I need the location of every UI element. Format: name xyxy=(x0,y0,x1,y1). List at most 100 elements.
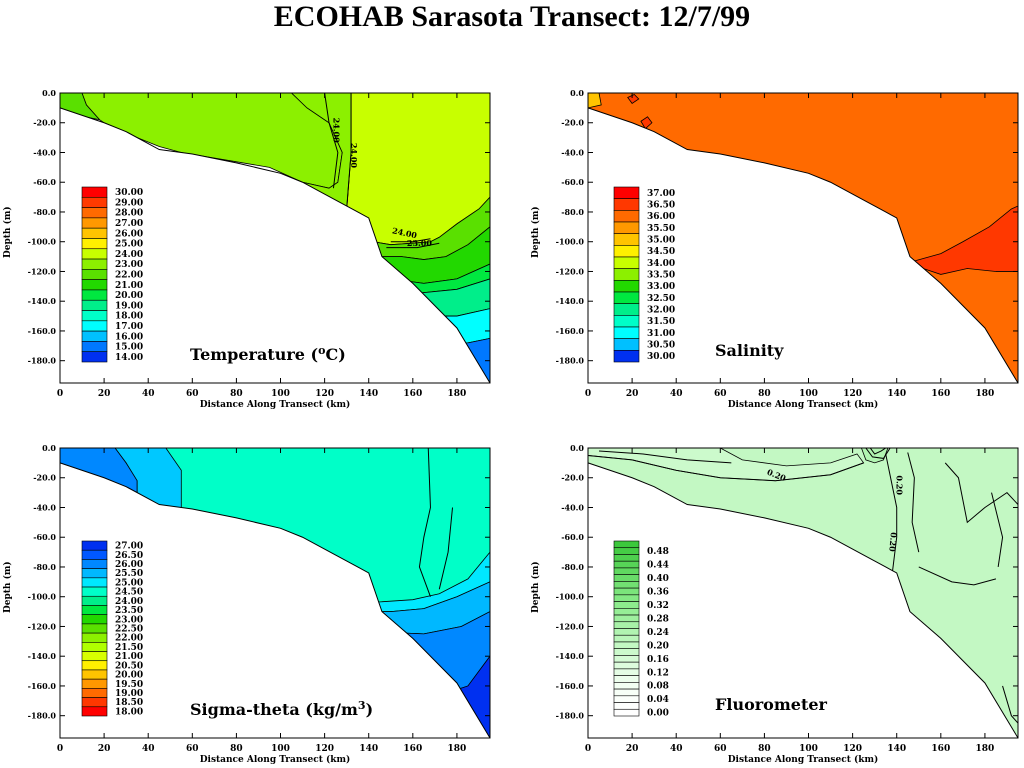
legend-label: 28.00 xyxy=(115,209,143,219)
legend-swatch xyxy=(613,198,640,211)
legend-label: 0.36 xyxy=(647,587,669,597)
legend-swatch xyxy=(613,601,640,609)
legend-label: 0.08 xyxy=(647,682,669,692)
legend-swatch xyxy=(613,547,640,555)
y-tick-label: -60.0 xyxy=(561,177,584,187)
y-tick-label: -160.0 xyxy=(28,681,57,691)
legend-label: 19.50 xyxy=(115,680,143,690)
seabed-line xyxy=(587,462,1019,739)
legend-swatch xyxy=(613,291,640,304)
legend-swatch xyxy=(613,648,640,656)
y-tick-label: -100.0 xyxy=(28,237,57,247)
legend-label: 14.00 xyxy=(115,353,143,363)
legend-label: 33.50 xyxy=(647,271,675,281)
legend-swatch xyxy=(613,303,640,316)
x-tick-label: 100 xyxy=(271,744,290,754)
legend-swatch xyxy=(81,660,108,671)
legend-swatch xyxy=(613,315,640,328)
contour-line-8 xyxy=(991,492,1004,568)
y-tick-label: 0.0 xyxy=(570,443,584,453)
legend-label: 0.40 xyxy=(647,574,669,584)
legend-label: 30.50 xyxy=(647,341,675,351)
contour-line-1 xyxy=(438,507,454,590)
x-tick-label: 120 xyxy=(315,744,334,754)
legend-swatch xyxy=(81,595,108,606)
legend-label: 16.00 xyxy=(115,332,143,342)
contour-line-0 xyxy=(588,454,864,482)
legend-swatch xyxy=(81,320,108,332)
legend-swatch xyxy=(613,614,640,623)
x-axis-title: Distance Along Transect (km) xyxy=(200,754,351,765)
y-tick-label: -180.0 xyxy=(28,711,57,721)
legend-label: 21.50 xyxy=(115,643,143,653)
legend-swatch xyxy=(81,651,108,662)
panel-sigma_theta: 0 20 40 60 80 100 120 140 160 180 0.0 -20.0 -40.0 -60… xyxy=(2,443,491,765)
y-tick-label: -60.0 xyxy=(33,177,56,187)
panel-label-sup: 3 xyxy=(358,699,366,712)
legend-swatch xyxy=(613,245,640,258)
x-tick-label: 0 xyxy=(585,744,591,754)
legend-swatch xyxy=(81,186,108,198)
legend-label: 18.00 xyxy=(115,312,143,322)
y-tick-label: -40.0 xyxy=(33,502,56,512)
panel-label: Salinity xyxy=(715,341,784,360)
x-tick-label: 0 xyxy=(57,389,63,399)
legend-swatch xyxy=(81,706,108,717)
legend-swatch xyxy=(81,540,108,551)
x-tick-label: 160 xyxy=(931,744,950,754)
legend-label: 18.00 xyxy=(115,707,143,717)
legend-label: 0.00 xyxy=(647,709,669,719)
x-tick-label: 20 xyxy=(626,744,639,754)
legend-swatch xyxy=(81,623,108,634)
y-tick-label: -140.0 xyxy=(556,296,585,306)
legend-label: 20.50 xyxy=(115,661,143,671)
legend-swatch xyxy=(613,210,640,223)
y-tick-label: 0.0 xyxy=(570,88,584,98)
legend-label: 20.00 xyxy=(115,291,143,301)
legend-swatch xyxy=(81,632,108,643)
contour-line-0 xyxy=(418,448,431,597)
x-tick-label: 0 xyxy=(57,744,63,754)
x-tick-label: 140 xyxy=(887,389,906,399)
y-tick-label: -40.0 xyxy=(33,147,56,157)
y-tick-label: -40.0 xyxy=(561,147,584,157)
x-tick-label: 160 xyxy=(931,389,950,399)
seabed-mask xyxy=(588,462,1018,738)
x-tick-label: 80 xyxy=(230,744,243,754)
legend-swatch xyxy=(613,567,640,575)
legend-swatch xyxy=(613,560,640,569)
x-tick-label: 60 xyxy=(714,389,727,399)
x-tick-label: 180 xyxy=(448,744,467,754)
legend-swatch xyxy=(613,675,640,683)
legend-swatch xyxy=(81,549,108,560)
legend-label: 25.50 xyxy=(115,569,143,579)
legend-label: 0.04 xyxy=(647,695,669,705)
legend-swatch xyxy=(81,299,108,311)
legend-swatch xyxy=(81,577,108,588)
legend-swatch xyxy=(81,614,108,625)
legend-label: 0.48 xyxy=(647,547,669,557)
legend-label: 0.12 xyxy=(647,668,669,678)
x-tick-label: 80 xyxy=(230,389,243,399)
y-tick-label: -100.0 xyxy=(556,237,585,247)
x-tick-label: 80 xyxy=(758,744,771,754)
legend-swatch xyxy=(613,256,640,269)
legend-label: 29.00 xyxy=(115,198,143,208)
legend-label: 26.50 xyxy=(115,551,143,561)
legend-swatch xyxy=(613,326,640,339)
legend-label: 25.00 xyxy=(115,578,143,588)
plot-frame xyxy=(587,447,1019,739)
x-tick-label: 20 xyxy=(626,389,639,399)
legend-swatch xyxy=(81,351,108,363)
seabed-mask xyxy=(60,107,490,383)
legend-label: 36.00 xyxy=(647,212,675,222)
legend-swatch xyxy=(613,221,640,234)
legend-swatch xyxy=(613,608,640,616)
x-tick-label: 60 xyxy=(714,744,727,754)
legend-swatch xyxy=(613,338,640,351)
legend-swatch xyxy=(81,341,108,353)
legend-label: 27.00 xyxy=(115,219,143,229)
legend-swatch xyxy=(81,678,108,689)
y-tick-label: -100.0 xyxy=(28,592,57,602)
